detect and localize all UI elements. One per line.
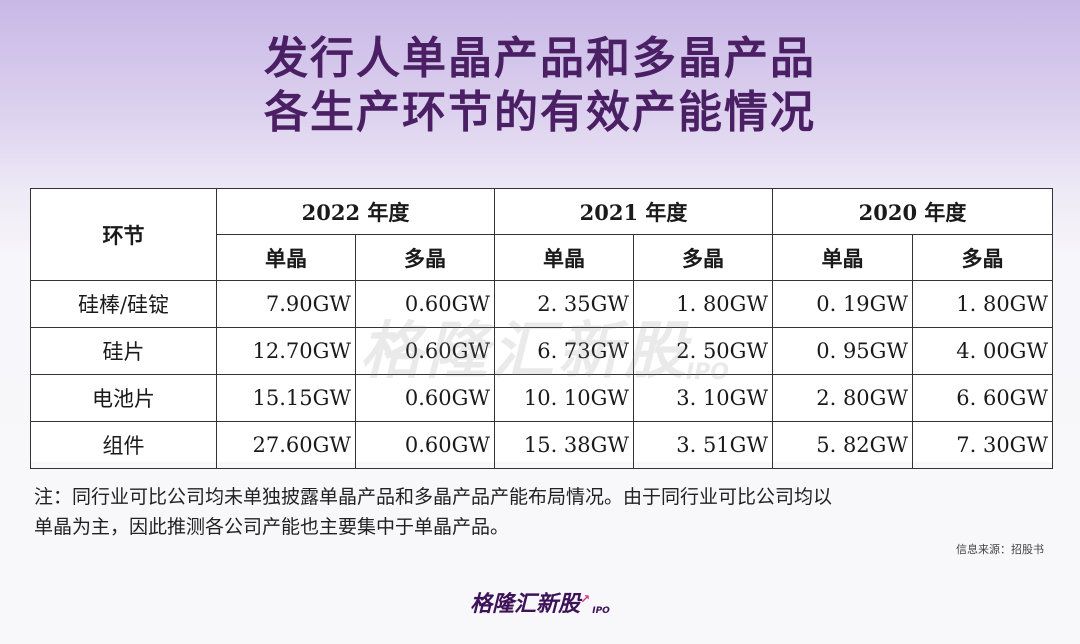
table-cell: 15.15GW (216, 374, 356, 422)
arrow-icon: ↗ (580, 592, 591, 606)
brand-logo: 格隆汇新股↗IPO (0, 586, 1080, 618)
table-cell: 0. 95GW (772, 327, 914, 375)
table-cell: 2. 35GW (494, 280, 635, 328)
table-row: 电池片 15.15GW 0.60GW 10. 10GW 3. 10GW 2. 8… (30, 374, 1054, 422)
sub-header-poly: 多晶 (354, 234, 496, 281)
table-cell: 0. 19GW (772, 280, 914, 328)
row-name: 硅棒/硅锭 (30, 280, 217, 328)
year-header-row: 环节 2022 年度 2021 年度 2020 年度 (30, 188, 1054, 281)
table-cell: 0.60GW (354, 421, 496, 469)
table-cell: 0.60GW (354, 374, 496, 422)
table-cell: 4. 00GW (912, 327, 1054, 375)
title-line-2: 各生产环节的有效产能情况 (264, 87, 816, 138)
table-cell: 1. 80GW (633, 280, 774, 328)
sub-header-poly: 多晶 (912, 234, 1054, 281)
page-title: 发行人单晶产品和多晶产品 各生产环节的有效产能情况 (0, 32, 1080, 140)
brand-tag: IPO (592, 606, 610, 616)
footnote: 注：同行业可比公司均未单独披露单晶产品和多晶产品产能布局情况。由于同行业可比公司… (34, 482, 1054, 542)
table-cell: 3. 10GW (633, 374, 774, 422)
sub-header-mono: 单晶 (494, 234, 635, 281)
row-name: 组件 (30, 421, 217, 469)
brand-name: 格隆汇新股 (470, 592, 581, 617)
table-cell: 27.60GW (216, 421, 356, 469)
capacity-table: 环节 2022 年度 2021 年度 2020 年度 单晶 多晶 单晶 多晶 单… (30, 188, 1054, 469)
table-cell: 5. 82GW (772, 421, 914, 469)
sub-header-poly: 多晶 (633, 234, 774, 281)
table-cell: 2. 80GW (772, 374, 914, 422)
table-cell: 3. 51GW (633, 421, 774, 469)
table-cell: 1. 80GW (912, 280, 1054, 328)
table-cell: 7. 30GW (912, 421, 1054, 469)
corner-header: 环节 (30, 188, 217, 281)
footnote-line-2: 单晶为主，因此推测各公司产能也主要集中于单晶产品。 (34, 516, 510, 538)
footnote-line-1: 注：同行业可比公司均未单独披露单晶产品和多晶产品产能布局情况。由于同行业可比公司… (34, 486, 833, 508)
table-cell: 0.60GW (354, 327, 496, 375)
watermark-tag: IPO (686, 360, 730, 385)
year-header-2020: 2020 年度 (772, 188, 1054, 235)
table-row: 硅片 12.70GW 0.60GW 6. 73GW 2. 50GW 0. 95G… (30, 327, 1054, 375)
table-cell: 12.70GW (216, 327, 356, 375)
table-cell: 6. 60GW (912, 374, 1054, 422)
sub-header-mono: 单晶 (216, 234, 356, 281)
table-cell: 6. 73GW (494, 327, 635, 375)
capacity-table-container: 环节 2022 年度 2021 年度 2020 年度 单晶 多晶 单晶 多晶 单… (30, 188, 1054, 469)
table-row: 组件 27.60GW 0.60GW 15. 38GW 3. 51GW 5. 82… (30, 421, 1054, 469)
table-cell: 0.60GW (354, 280, 496, 328)
source-credit: 信息来源：招股书 (956, 543, 1044, 556)
table-cell: 15. 38GW (494, 421, 635, 469)
year-header-2021: 2021 年度 (494, 188, 774, 235)
table-row: 硅棒/硅锭 7.90GW 0.60GW 2. 35GW 1. 80GW 0. 1… (30, 280, 1054, 328)
title-line-1: 发行人单晶产品和多晶产品 (264, 33, 816, 84)
table-cell: 10. 10GW (494, 374, 635, 422)
year-header-2022: 2022 年度 (215, 188, 496, 235)
table-cell: 7.90GW (216, 280, 356, 328)
row-name: 电池片 (30, 374, 217, 422)
row-name: 硅片 (30, 327, 217, 375)
sub-header-mono: 单晶 (772, 234, 914, 281)
